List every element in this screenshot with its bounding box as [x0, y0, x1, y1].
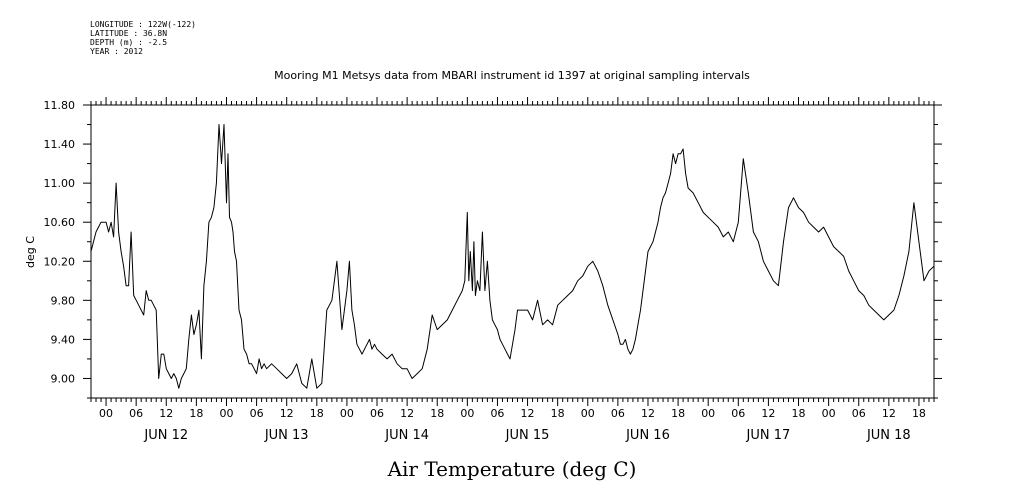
x-hour-label: 00 [99, 407, 113, 420]
x-hour-label: 12 [761, 407, 775, 420]
x-hour-label: 00 [219, 407, 233, 420]
x-day-label: JUN 13 [264, 428, 309, 443]
x-hour-label: 12 [159, 407, 173, 420]
x-hour-label: 06 [129, 407, 143, 420]
x-hour-label: 12 [521, 407, 535, 420]
x-hour-label: 18 [792, 407, 806, 420]
x-hour-label: 18 [310, 407, 324, 420]
x-hour-label: 18 [430, 407, 444, 420]
y-tick-label: 11.80 [44, 99, 76, 112]
x-hour-label: 18 [189, 407, 203, 420]
x-hour-label: 06 [250, 407, 264, 420]
y-tick-label: 10.20 [44, 255, 76, 268]
x-hour-label: 06 [611, 407, 625, 420]
x-hour-label: 12 [882, 407, 896, 420]
latitude-text: LATITUDE : 36.8N [90, 29, 168, 38]
x-day-label: JUN 16 [625, 428, 670, 443]
longitude-text: LONGITUDE : 122W(-122) [90, 20, 196, 29]
x-hour-label: 12 [400, 407, 414, 420]
series-group [90, 124, 935, 389]
x-axis-label: Air Temperature (deg C) [387, 457, 637, 481]
x-hour-label: 06 [731, 407, 745, 420]
x-day-label: JUN 14 [384, 428, 429, 443]
x-day-label: JUN 17 [746, 428, 791, 443]
air-temperature-series-line [90, 124, 935, 389]
x-hour-label: 00 [822, 407, 836, 420]
depth-text: DEPTH (m) : -2.5 [90, 38, 168, 47]
x-hour-label: 06 [490, 407, 504, 420]
y-axis-label: deg C [24, 236, 37, 268]
x-hour-label: 12 [641, 407, 655, 420]
x-hour-label: 12 [280, 407, 294, 420]
y-tick-label: 11.00 [44, 177, 76, 190]
x-hour-label: 06 [370, 407, 384, 420]
x-hour-label: 00 [340, 407, 354, 420]
x-day-label: JUN 12 [143, 428, 188, 443]
x-day-label: JUN 18 [866, 428, 911, 443]
y-tick-label: 9.40 [51, 333, 76, 346]
x-day-label: JUN 15 [505, 428, 550, 443]
y-tick-label: 9.80 [51, 294, 76, 307]
x-hour-label: 18 [912, 407, 926, 420]
x-hour-label: 00 [701, 407, 715, 420]
axis-ticks [83, 97, 942, 406]
chart-title: Mooring M1 Metsys data from MBARI instru… [274, 69, 750, 82]
x-hour-label: 18 [671, 407, 685, 420]
location-metadata: LONGITUDE : 122W(-122) LATITUDE : 36.8N … [90, 20, 196, 56]
y-tick-label: 9.00 [51, 372, 76, 385]
year-text: YEAR : 2012 [90, 47, 143, 56]
x-hour-label: 00 [581, 407, 595, 420]
x-hour-label: 18 [551, 407, 565, 420]
x-hour-label: 00 [460, 407, 474, 420]
y-tick-label: 11.40 [44, 138, 76, 151]
x-hour-label: 06 [852, 407, 866, 420]
y-tick-label: 10.60 [44, 216, 76, 229]
axis-tick-labels: 9.00 9.40 9.80 10.20 10.60 11.00 11.40 11.80 00 0… [44, 99, 926, 443]
